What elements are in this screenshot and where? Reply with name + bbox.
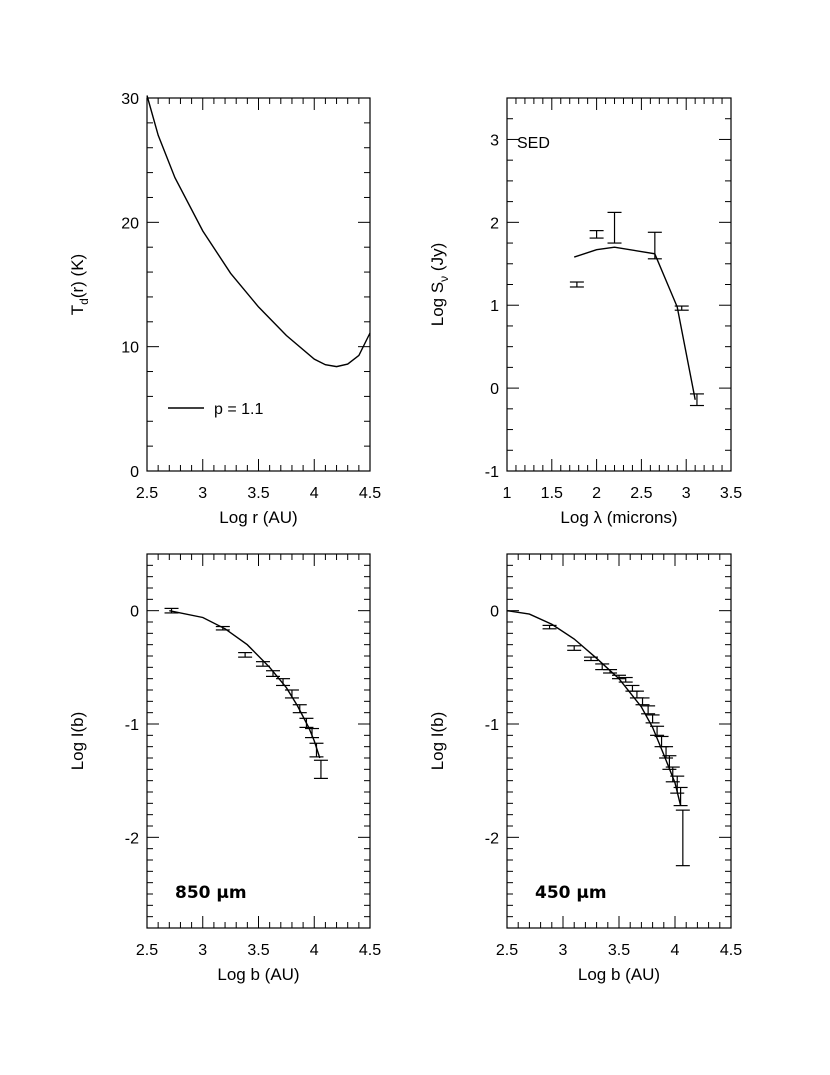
error-bar	[265, 670, 280, 678]
y-axis-title: Log I(b)	[68, 712, 87, 771]
panel-temperature: 2.5 3 3.5 4 4.5 0 10 20 30 Log r (AU) Td(r) (K) p =…	[68, 91, 381, 527]
x-tick-label: 3	[682, 485, 691, 502]
x-tick-label: 3.5	[720, 485, 742, 502]
x-tick-label: 2.5	[496, 942, 518, 959]
panel-annotation: 450 μm	[535, 883, 607, 903]
y-tick-label: -1	[485, 717, 499, 734]
y-tick-label: 0	[490, 604, 499, 621]
y-tick-label: 30	[121, 91, 139, 108]
x-axis-title: Log λ (microns)	[560, 508, 677, 527]
y-tick-label: 10	[121, 340, 139, 357]
error-bar	[567, 645, 582, 651]
y-axis-title: Td(r) (K)	[68, 254, 91, 315]
x-axis-title: Log b (AU)	[578, 965, 660, 984]
x-tick-label: 4.5	[720, 942, 742, 959]
error-bar	[255, 661, 270, 667]
y-tick-label: 3	[490, 132, 499, 149]
axis-ticks	[146, 97, 371, 472]
x-tick-label: 4.5	[359, 942, 381, 959]
error-bar	[607, 211, 622, 244]
y-tick-label: 0	[130, 604, 139, 621]
x-tick-label: 4	[310, 485, 319, 502]
series-line	[573, 246, 696, 400]
x-tick-label: 3.5	[608, 942, 630, 959]
error-bar	[650, 725, 665, 736]
x-tick-label: 1	[503, 485, 512, 502]
axis-ticks	[506, 97, 732, 472]
x-tick-label: 4	[310, 942, 319, 959]
error-bar	[641, 705, 656, 715]
error-bar	[215, 625, 230, 631]
error-bar	[673, 786, 688, 807]
y-tick-label: 0	[490, 381, 499, 398]
y-tick-label: 0	[130, 464, 139, 481]
y-axis-title-main: Log S	[428, 282, 447, 326]
x-tick-label: 2.5	[630, 485, 652, 502]
x-tick-label: 4	[671, 942, 680, 959]
x-tick-label: 2	[592, 485, 601, 502]
y-tick-label: 2	[490, 215, 499, 232]
x-tick-label: 2.5	[136, 942, 158, 959]
error-bar	[635, 697, 650, 706]
panel-sed: 1 1.5 2 2.5 3 3.5 -1 0 1 2 3 Log λ (microns) Log Sν …	[428, 97, 742, 527]
error-bar	[299, 717, 314, 729]
y-tick-label: -2	[125, 830, 139, 847]
legend-label: p = 1.1	[214, 401, 263, 418]
error-bar	[618, 676, 633, 683]
axis-ticks	[506, 553, 732, 929]
y-axis-title-rest: (r) (K)	[68, 254, 87, 298]
error-bar	[589, 230, 604, 239]
x-tick-label: 3	[559, 942, 568, 959]
y-axis-title-subscript: d	[77, 298, 91, 305]
series-line	[146, 95, 371, 368]
panel-annotation: 850 μm	[175, 883, 247, 903]
error-bar	[238, 651, 253, 658]
x-tick-label: 3.5	[247, 485, 269, 502]
x-tick-label: 3.5	[247, 942, 269, 959]
y-tick-label: 1	[490, 298, 499, 315]
panel-annotation: SED	[517, 135, 550, 152]
x-tick-label: 1.5	[541, 485, 563, 502]
error-bar	[292, 704, 307, 714]
y-tick-label: -1	[485, 464, 499, 481]
error-bar	[276, 678, 291, 687]
error-bar	[675, 809, 690, 867]
error-bar	[647, 231, 662, 260]
y-axis-title-rest: (Jy)	[428, 243, 447, 276]
y-axis-title-main: T	[68, 305, 87, 315]
error-bar	[603, 668, 618, 674]
y-axis-title: Log Sν (Jy)	[428, 243, 451, 326]
error-bar	[584, 656, 598, 662]
error-bar	[313, 759, 328, 780]
x-tick-label: 3	[198, 485, 207, 502]
panel-profile_450: 2.5 3 3.5 4 4.5 -2 -1 0 Log b (AU) Log I(b) 450 μm	[428, 553, 742, 984]
x-tick-label: 3	[198, 942, 207, 959]
error-bar	[569, 281, 584, 288]
error-bar	[305, 727, 320, 739]
x-axis-title: Log b (AU)	[217, 965, 299, 984]
error-bar	[309, 742, 324, 758]
y-axis-title-subscript: ν	[437, 276, 451, 282]
error-bar	[542, 624, 557, 630]
x-tick-label: 4.5	[359, 485, 381, 502]
error-bar	[674, 305, 689, 311]
y-tick-label: 20	[121, 215, 139, 232]
error-bar	[689, 393, 704, 407]
x-axis-title: Log r (AU)	[219, 508, 297, 527]
panel-profile_850: 2.5 3 3.5 4 4.5 -2 -1 0 Log b (AU) Log I(b) 850 μm	[68, 553, 381, 984]
error-bar	[284, 689, 299, 699]
axis-ticks	[146, 553, 371, 929]
error-bar	[645, 714, 660, 724]
y-tick-label: -2	[485, 830, 499, 847]
y-axis-title: Log I(b)	[428, 712, 447, 771]
error-bar	[670, 775, 685, 794]
x-tick-label: 2.5	[136, 485, 158, 502]
y-tick-label: -1	[125, 717, 139, 734]
error-bar	[164, 607, 179, 614]
